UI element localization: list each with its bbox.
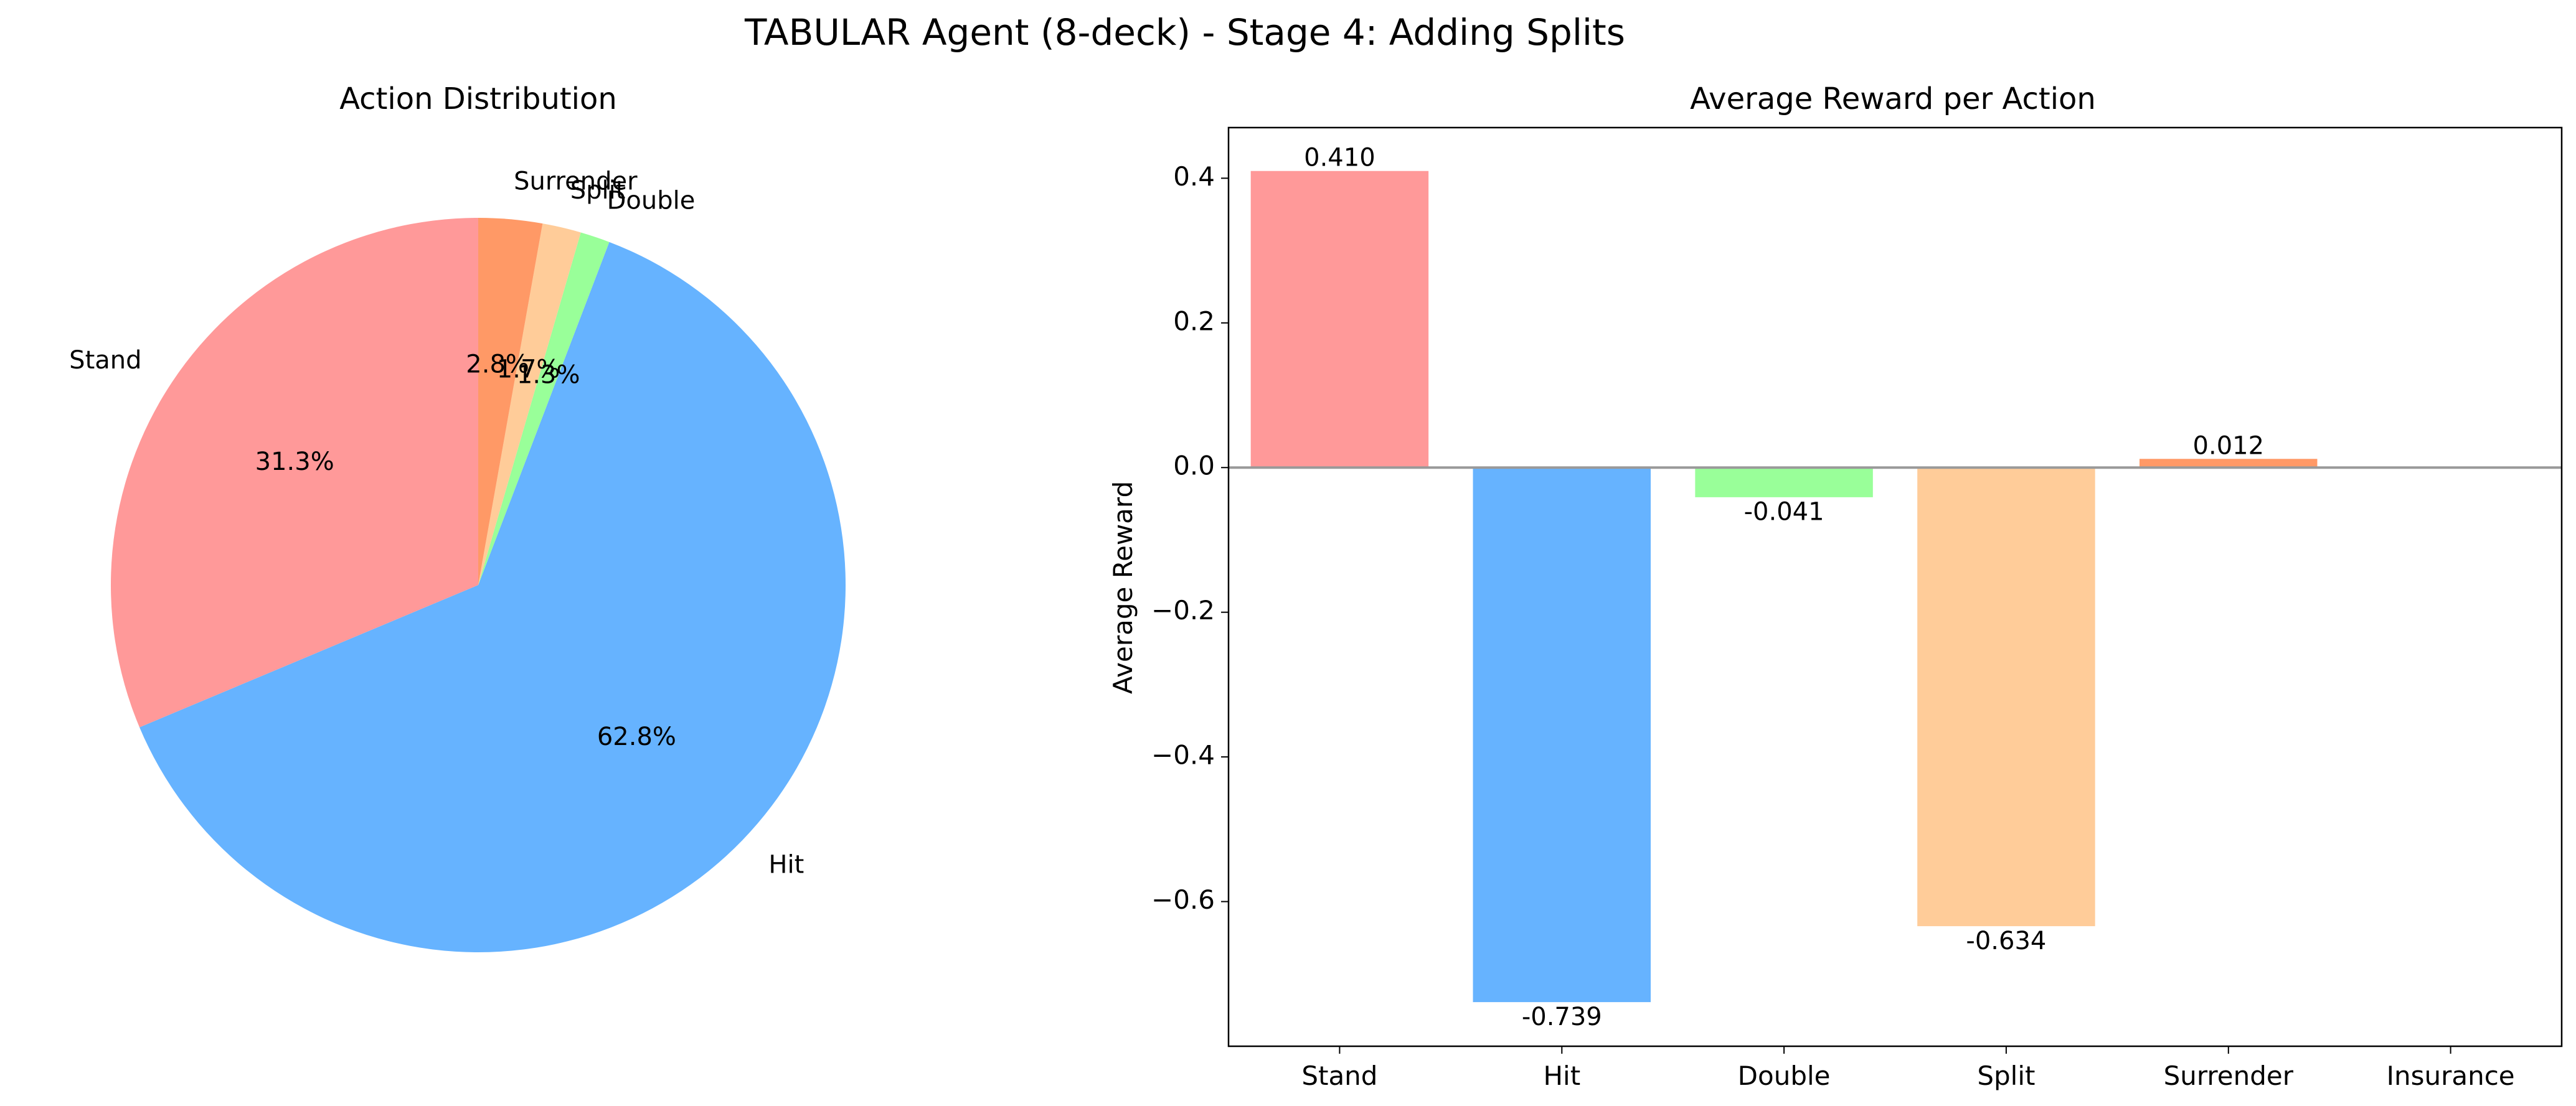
pie-label-split: Split	[570, 176, 626, 205]
bar-value-label-double: -0.041	[1744, 498, 1824, 527]
bar-chart: Average Reward per Action 0.410 -0.739 -0.…	[1108, 82, 2563, 1091]
pie-chart: Action Distribution Stand 31.3% Hit 62.8% Do…	[69, 82, 846, 952]
bar-value-label-split: -0.634	[1966, 927, 2046, 955]
bar-stand	[1250, 171, 1429, 468]
y-tick-label: 0.2	[1173, 306, 1215, 336]
pie-pct-label-hit: 62.8%	[597, 723, 676, 751]
bar-chart-title: Average Reward per Action	[1690, 82, 2096, 116]
pie-label-surrender: Surrender	[514, 167, 638, 196]
x-tick-label-insurance: Insurance	[2387, 1061, 2515, 1091]
bar-value-label-stand: 0.410	[1304, 144, 1375, 172]
bar-split	[1917, 467, 2095, 927]
bar-double	[1695, 467, 1873, 497]
y-tick-label: 0.0	[1173, 451, 1215, 481]
bar-hit	[1473, 467, 1651, 1003]
bar-surrender	[2140, 459, 2318, 468]
bar-axes-frame	[1227, 126, 2563, 1047]
x-tick-label-hit: Hit	[1543, 1061, 1580, 1091]
x-tick-label-double: Double	[1738, 1061, 1831, 1091]
x-tick-label-stand: Stand	[1301, 1061, 1377, 1091]
y-tick-label: −0.6	[1151, 884, 1215, 915]
pie-pct-label-split: 1.7%	[497, 355, 560, 383]
pie-slices	[110, 218, 846, 952]
pie-label-stand: Stand	[69, 346, 141, 375]
figure-title: TABULAR Agent (8-deck) - Stage 4: Adding…	[744, 11, 1625, 54]
bar-axes: Stand Hit Double Split Surrender Insurance 0.4…	[1151, 126, 2563, 1091]
x-tick-label-surrender: Surrender	[2164, 1061, 2294, 1091]
pie-labels: Stand 31.3% Hit 62.8% Double 1.3% Split 1.7% Sur…	[69, 167, 804, 879]
bar-y-axis-label: Average Reward	[1108, 481, 1138, 694]
bar-bars: 0.410 -0.739 -0.041 -0.634 0.012	[1250, 144, 2318, 1031]
pie-slice-hit	[139, 241, 846, 952]
pie-label-double: Double	[607, 187, 696, 215]
pie-pct-label-stand: 31.3%	[255, 448, 334, 476]
x-tick-label-split: Split	[1977, 1061, 2035, 1091]
pie-slice-surrender	[478, 218, 543, 585]
pie-pct-label-surrender: 2.8%	[466, 350, 529, 378]
y-tick-label: −0.4	[1151, 740, 1215, 771]
bar-value-label-hit: -0.739	[1522, 1003, 1602, 1031]
y-tick-label: −0.2	[1151, 595, 1215, 626]
bar-value-label-surrender: 0.012	[2193, 431, 2265, 460]
pie-chart-title: Action Distribution	[339, 82, 617, 116]
pie-slice-stand	[110, 218, 478, 728]
pie-pct-label-double: 1.3%	[517, 360, 580, 389]
pie-slice-double	[478, 232, 610, 586]
pie-label-hit: Hit	[768, 850, 804, 879]
y-tick-label: 0.4	[1173, 161, 1215, 192]
pie-slice-split	[478, 223, 581, 585]
